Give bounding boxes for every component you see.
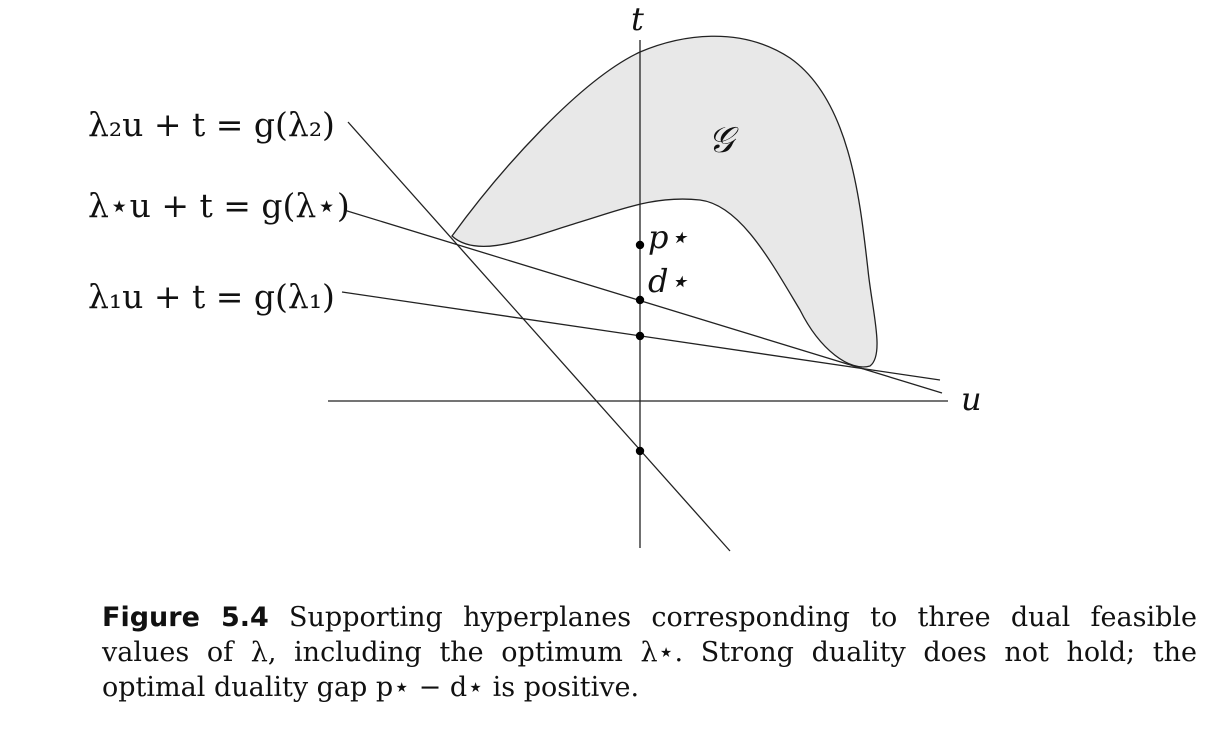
d-star-label: d⋆ <box>648 262 689 300</box>
figure-caption: Figure 5.4 Supporting hyperplanes corres… <box>102 600 1197 705</box>
p-star-label: p⋆ <box>648 218 689 256</box>
caption-text: Supporting hyperplanes corresponding to … <box>102 602 1198 703</box>
point-d-star <box>635 295 645 305</box>
set-g-region <box>451 35 878 368</box>
line-lambda2 <box>347 121 731 552</box>
point-lambda2-intercept <box>635 446 645 456</box>
label-lambda-star: λ⋆u + t = g(λ⋆) <box>88 186 350 225</box>
point-p-star <box>635 240 645 250</box>
point-lambda1-intercept <box>635 331 645 341</box>
duality-figure: t u 𝒢 p⋆ d⋆ λ₂u + t = g(λ₂) λ⋆u + t = g(… <box>88 0 982 552</box>
t-axis-label: t <box>631 0 644 38</box>
label-lambda2: λ₂u + t = g(λ₂) <box>88 105 335 144</box>
u-axis-label: u <box>961 380 982 418</box>
label-lambda1: λ₁u + t = g(λ₁) <box>88 277 335 316</box>
caption-label: Figure 5.4 <box>102 602 269 633</box>
